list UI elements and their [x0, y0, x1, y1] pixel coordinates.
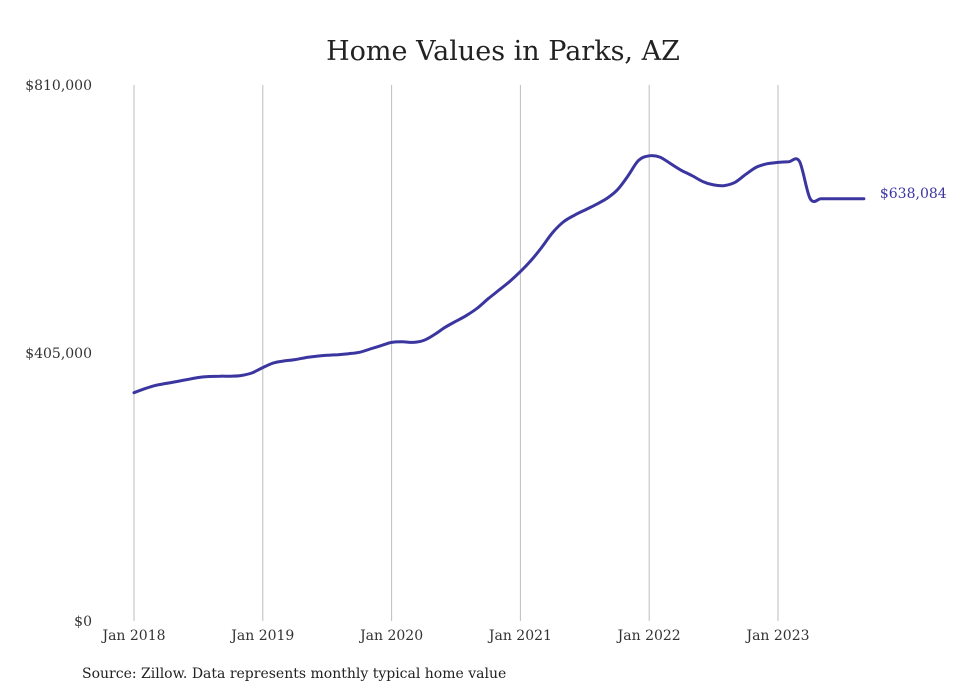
y-tick-label: $810,000: [25, 78, 92, 94]
x-tick-label: Jan 2023: [744, 628, 809, 644]
x-tick-label: Jan 2020: [358, 628, 423, 644]
x-tick-label: Jan 2018: [100, 628, 165, 644]
source-note: Source: Zillow. Data represents monthly …: [82, 666, 507, 682]
y-axis-ticks: $0 $405,000 $810,000: [25, 78, 92, 630]
x-tick-label: Jan 2019: [229, 628, 294, 644]
end-value-label: $638,084: [880, 186, 947, 202]
x-tick-label: Jan 2022: [616, 628, 681, 644]
gridlines: [133, 85, 779, 621]
x-axis-ticks: Jan 2018 Jan 2019 Jan 2020 Jan 2021 Jan 2022…: [100, 628, 809, 644]
x-tick-label: Jan 2021: [487, 628, 552, 644]
y-tick-label: $0: [74, 614, 92, 630]
series-line: [132, 154, 866, 395]
chart-title: Home Values in Parks, AZ: [326, 36, 680, 67]
y-tick-label: $405,000: [25, 346, 92, 362]
